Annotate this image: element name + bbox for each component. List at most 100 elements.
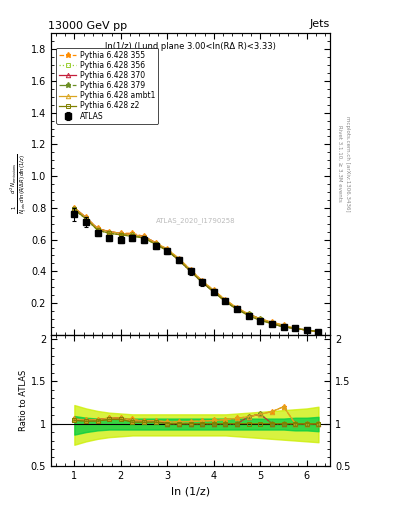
Pythia 6.428 355	[142, 233, 147, 240]
Pythia 6.428 ambt1	[165, 246, 170, 252]
Pythia 6.428 355	[119, 230, 123, 237]
Pythia 6.428 379	[258, 316, 263, 322]
Pythia 6.428 356	[153, 241, 158, 247]
Pythia 6.428 356	[165, 248, 170, 254]
Text: Jets: Jets	[310, 19, 330, 29]
Pythia 6.428 370	[281, 324, 286, 330]
Pythia 6.428 370	[72, 205, 77, 211]
Pythia 6.428 370	[95, 225, 100, 231]
Line: Pythia 6.428 z2: Pythia 6.428 z2	[72, 207, 321, 334]
Pythia 6.428 370	[293, 326, 298, 332]
Pythia 6.428 356	[200, 280, 205, 286]
Pythia 6.428 356	[95, 227, 100, 233]
Pythia 6.428 379	[305, 327, 309, 333]
Pythia 6.428 ambt1	[188, 267, 193, 273]
Pythia 6.428 370	[316, 329, 321, 335]
Pythia 6.428 z2	[95, 227, 100, 233]
Pythia 6.428 356	[142, 235, 147, 241]
Pythia 6.428 370	[142, 233, 147, 240]
Pythia 6.428 370	[200, 280, 205, 286]
Pythia 6.428 370	[107, 228, 112, 234]
Pythia 6.428 ambt1	[305, 327, 309, 333]
Pythia 6.428 355	[281, 322, 286, 328]
Pythia 6.428 z2	[153, 241, 158, 247]
Pythia 6.428 356	[188, 268, 193, 274]
Pythia 6.428 z2	[281, 324, 286, 330]
Pythia 6.428 ambt1	[223, 297, 228, 303]
Pythia 6.428 355	[130, 230, 135, 237]
Pythia 6.428 379	[95, 227, 100, 233]
Pythia 6.428 356	[211, 289, 216, 295]
Pythia 6.428 379	[165, 248, 170, 254]
Pythia 6.428 ambt1	[130, 232, 135, 238]
Pythia 6.428 ambt1	[293, 326, 298, 332]
Pythia 6.428 356	[130, 232, 135, 238]
Pythia 6.428 379	[293, 326, 298, 332]
Pythia 6.428 356	[293, 326, 298, 332]
Pythia 6.428 355	[270, 319, 274, 325]
Pythia 6.428 356	[107, 230, 112, 237]
Pythia 6.428 z2	[211, 289, 216, 295]
Pythia 6.428 355	[200, 278, 205, 284]
Pythia 6.428 355	[223, 297, 228, 303]
Pythia 6.428 z2	[84, 216, 88, 222]
Pythia 6.428 355	[235, 305, 239, 311]
Pythia 6.428 ambt1	[84, 215, 88, 221]
Pythia 6.428 370	[235, 306, 239, 312]
Pythia 6.428 379	[281, 324, 286, 330]
Pythia 6.428 379	[130, 232, 135, 238]
Pythia 6.428 356	[305, 327, 309, 333]
Pythia 6.428 355	[305, 327, 309, 333]
Pythia 6.428 370	[84, 215, 88, 221]
Pythia 6.428 z2	[293, 326, 298, 332]
Pythia 6.428 356	[223, 298, 228, 305]
Pythia 6.428 379	[176, 257, 181, 263]
Pythia 6.428 ambt1	[200, 278, 205, 284]
Pythia 6.428 z2	[246, 313, 251, 319]
Pythia 6.428 370	[270, 321, 274, 327]
Y-axis label: $\frac{1}{N_{jets}}\frac{d^2 N_{emissions}}{d\ln(R/\Delta R)\,d\ln(1/z)}$: $\frac{1}{N_{jets}}\frac{d^2 N_{emission…	[9, 154, 29, 214]
Pythia 6.428 355	[176, 255, 181, 262]
Pythia 6.428 z2	[258, 317, 263, 324]
Pythia 6.428 ambt1	[211, 287, 216, 293]
Pythia 6.428 356	[316, 329, 321, 335]
Pythia 6.428 355	[211, 287, 216, 293]
X-axis label: ln (1/z): ln (1/z)	[171, 486, 210, 496]
Legend: Pythia 6.428 355, Pythia 6.428 356, Pythia 6.428 370, Pythia 6.428 379, Pythia 6: Pythia 6.428 355, Pythia 6.428 356, Pyth…	[56, 48, 158, 123]
Pythia 6.428 356	[281, 324, 286, 330]
Pythia 6.428 z2	[165, 248, 170, 254]
Pythia 6.428 379	[246, 311, 251, 317]
Pythia 6.428 z2	[176, 257, 181, 263]
Pythia 6.428 355	[153, 240, 158, 246]
Pythia 6.428 ambt1	[153, 240, 158, 246]
Pythia 6.428 379	[84, 216, 88, 222]
Line: Pythia 6.428 379: Pythia 6.428 379	[72, 207, 321, 334]
Pythia 6.428 355	[84, 215, 88, 221]
Pythia 6.428 z2	[72, 206, 77, 212]
Pythia 6.428 355	[258, 316, 263, 322]
Line: Pythia 6.428 ambt1: Pythia 6.428 ambt1	[72, 206, 321, 334]
Pythia 6.428 370	[305, 327, 309, 333]
Pythia 6.428 356	[176, 257, 181, 263]
Pythia 6.428 355	[72, 205, 77, 211]
Pythia 6.428 z2	[107, 230, 112, 237]
Pythia 6.428 z2	[305, 327, 309, 333]
Pythia 6.428 379	[211, 289, 216, 295]
Pythia 6.428 379	[316, 329, 321, 335]
Pythia 6.428 370	[176, 257, 181, 263]
Pythia 6.428 ambt1	[107, 228, 112, 234]
Text: mcplots.cern.ch [arXiv:1306.3436]: mcplots.cern.ch [arXiv:1306.3436]	[345, 116, 350, 211]
Line: Pythia 6.428 370: Pythia 6.428 370	[72, 206, 321, 334]
Pythia 6.428 z2	[130, 233, 135, 240]
Pythia 6.428 356	[246, 311, 251, 317]
Pythia 6.428 370	[130, 232, 135, 238]
Pythia 6.428 356	[258, 316, 263, 322]
Pythia 6.428 z2	[235, 306, 239, 312]
Pythia 6.428 ambt1	[142, 233, 147, 240]
Text: 13000 GeV pp: 13000 GeV pp	[48, 21, 127, 31]
Pythia 6.428 370	[211, 289, 216, 295]
Pythia 6.428 379	[235, 306, 239, 312]
Pythia 6.428 379	[72, 206, 77, 212]
Pythia 6.428 355	[165, 246, 170, 252]
Pythia 6.428 ambt1	[246, 311, 251, 317]
